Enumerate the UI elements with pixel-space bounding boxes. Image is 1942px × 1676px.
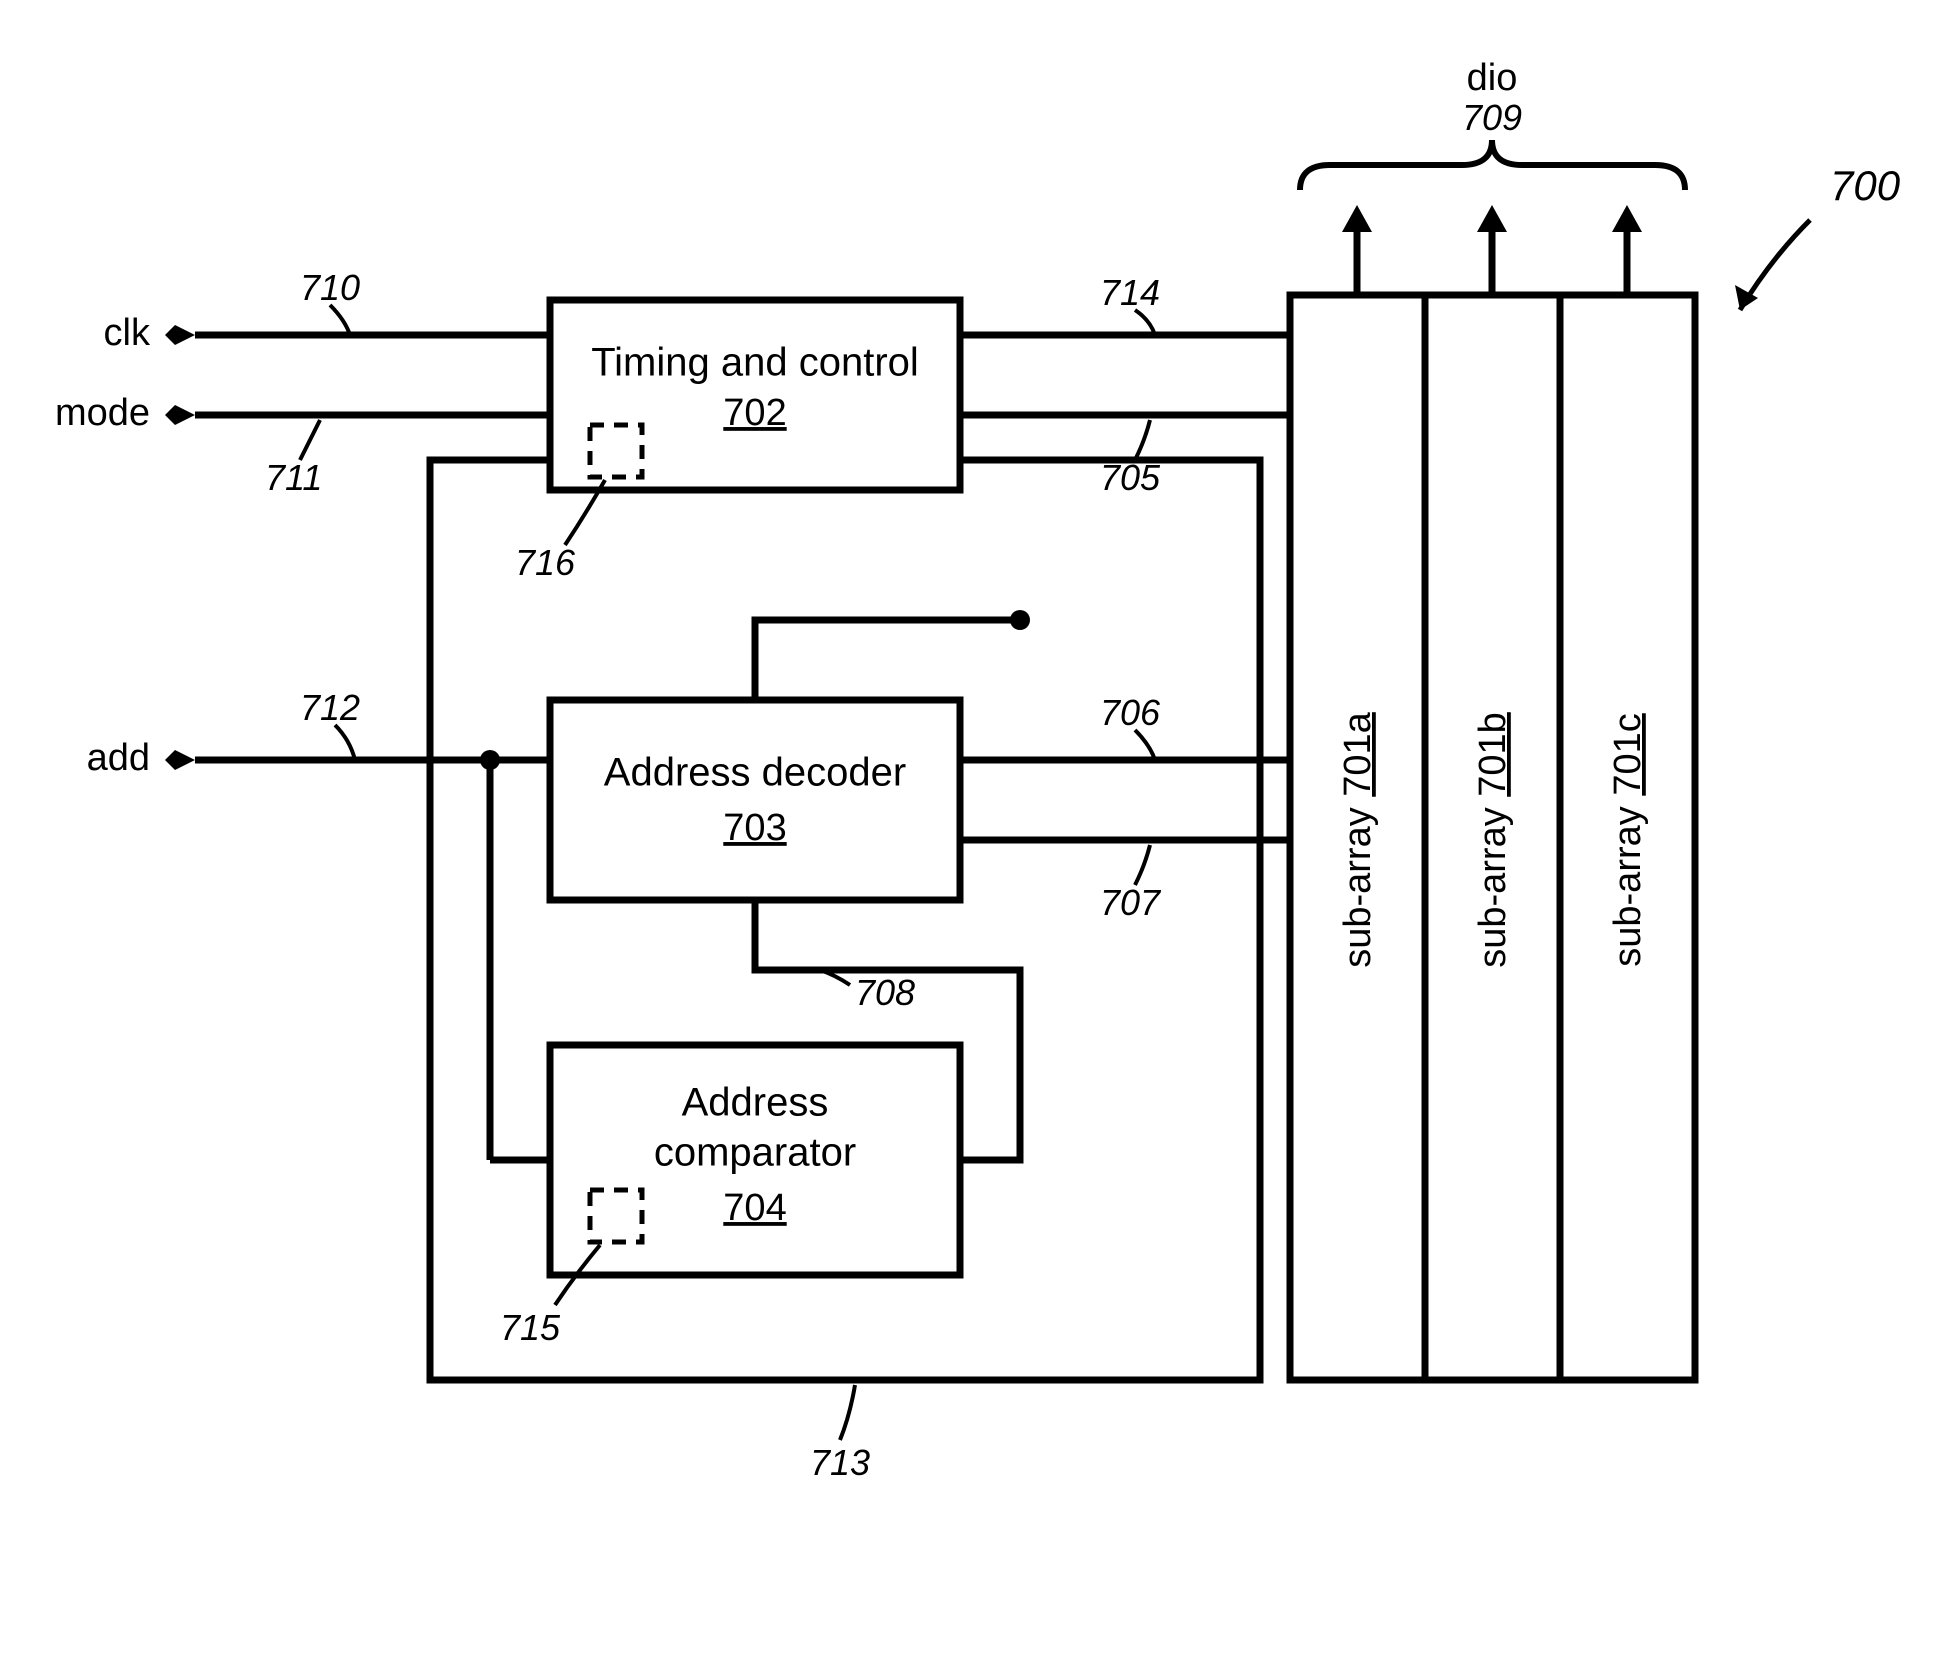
pin-clk bbox=[165, 325, 195, 345]
wire-decoder-up bbox=[755, 620, 1020, 700]
block-timing-control-ref: 702 bbox=[723, 392, 786, 434]
ref-715: 715 bbox=[500, 1307, 561, 1348]
ref-710-tick bbox=[330, 305, 350, 335]
ref-713-tick bbox=[840, 1385, 855, 1440]
diagram-canvas: clk mode add Timing and control 702 Addr… bbox=[0, 0, 1942, 1676]
block-address-decoder-ref: 703 bbox=[723, 807, 786, 849]
pin-add bbox=[165, 750, 195, 770]
diagram-svg: clk mode add Timing and control 702 Addr… bbox=[0, 0, 1942, 1676]
ref-712: 712 bbox=[300, 687, 360, 728]
block-address-comparator-ref: 704 bbox=[723, 1187, 786, 1229]
dio-label: dio bbox=[1467, 57, 1518, 99]
pin-mode-label: mode bbox=[55, 392, 150, 434]
ref-705: 705 bbox=[1100, 457, 1161, 498]
pin-add-label: add bbox=[87, 737, 150, 779]
subarray-group: sub-array 701a sub-array 701b sub-array … bbox=[1290, 295, 1695, 1380]
ref-714: 714 bbox=[1100, 272, 1160, 313]
block-timing-control-label: Timing and control bbox=[591, 341, 919, 385]
dio-arrows bbox=[1342, 205, 1642, 295]
ref-707: 707 bbox=[1100, 882, 1162, 923]
subarray-701c-label: sub-array 701c bbox=[1607, 713, 1649, 966]
block-address-comparator-label-2: comparator bbox=[654, 1131, 856, 1175]
pin-mode bbox=[165, 405, 195, 425]
ref-708: 708 bbox=[855, 972, 915, 1013]
ref-716: 716 bbox=[515, 542, 576, 583]
dio-ref: 709 bbox=[1462, 97, 1522, 138]
ref-712-tick bbox=[335, 725, 355, 760]
dio-brace bbox=[1300, 140, 1685, 190]
ref-705-tick bbox=[1135, 420, 1150, 460]
ref-706: 706 bbox=[1100, 692, 1161, 733]
block-address-decoder-label: Address decoder bbox=[604, 751, 906, 795]
ref-711-tick bbox=[300, 420, 320, 460]
ref-713: 713 bbox=[810, 1442, 870, 1483]
ref-711: 711 bbox=[265, 457, 322, 498]
subarray-701b-label: sub-array 701b bbox=[1472, 712, 1514, 968]
ref-707-tick bbox=[1135, 845, 1150, 885]
ref-714-tick bbox=[1135, 310, 1155, 335]
subarray-701a-label: sub-array 701a bbox=[1337, 711, 1379, 967]
pin-clk-label: clk bbox=[104, 312, 151, 354]
ref-710: 710 bbox=[300, 267, 360, 308]
ref-706-tick bbox=[1135, 730, 1155, 760]
block-address-comparator-label-1: Address bbox=[682, 1081, 829, 1125]
block-address-decoder bbox=[550, 700, 960, 900]
ref-700: 700 bbox=[1830, 162, 1901, 209]
